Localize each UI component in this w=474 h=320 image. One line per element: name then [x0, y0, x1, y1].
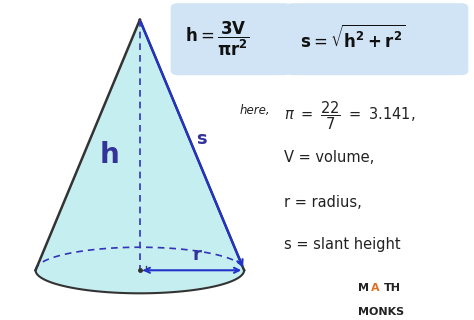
Text: s: s — [196, 130, 207, 148]
Text: $\mathbf{s} = \sqrt{\mathbf{h^2 + r^2}}$: $\mathbf{s} = \sqrt{\mathbf{h^2 + r^2}}$ — [300, 25, 405, 52]
Text: M: M — [358, 283, 369, 293]
Text: A: A — [371, 283, 380, 293]
Text: s = slant height: s = slant height — [284, 237, 401, 252]
Text: r = radius,: r = radius, — [284, 195, 362, 210]
FancyBboxPatch shape — [171, 3, 292, 75]
Ellipse shape — [36, 247, 244, 293]
Polygon shape — [36, 20, 244, 270]
Text: here,: here, — [239, 104, 270, 117]
Text: r: r — [193, 246, 201, 264]
Text: $\pi\ =\ \dfrac{22}{7}\ =\ 3.141,$: $\pi\ =\ \dfrac{22}{7}\ =\ 3.141,$ — [284, 99, 416, 132]
Text: V = volume,: V = volume, — [284, 150, 374, 165]
FancyBboxPatch shape — [286, 3, 468, 75]
Text: h: h — [99, 141, 119, 169]
Text: MONKS: MONKS — [358, 307, 404, 317]
Text: $\mathbf{h} = \dfrac{\mathbf{3V}}{\mathbf{\pi r^2}}$: $\mathbf{h} = \dfrac{\mathbf{3V}}{\mathb… — [185, 19, 249, 58]
Text: TH: TH — [384, 283, 401, 293]
